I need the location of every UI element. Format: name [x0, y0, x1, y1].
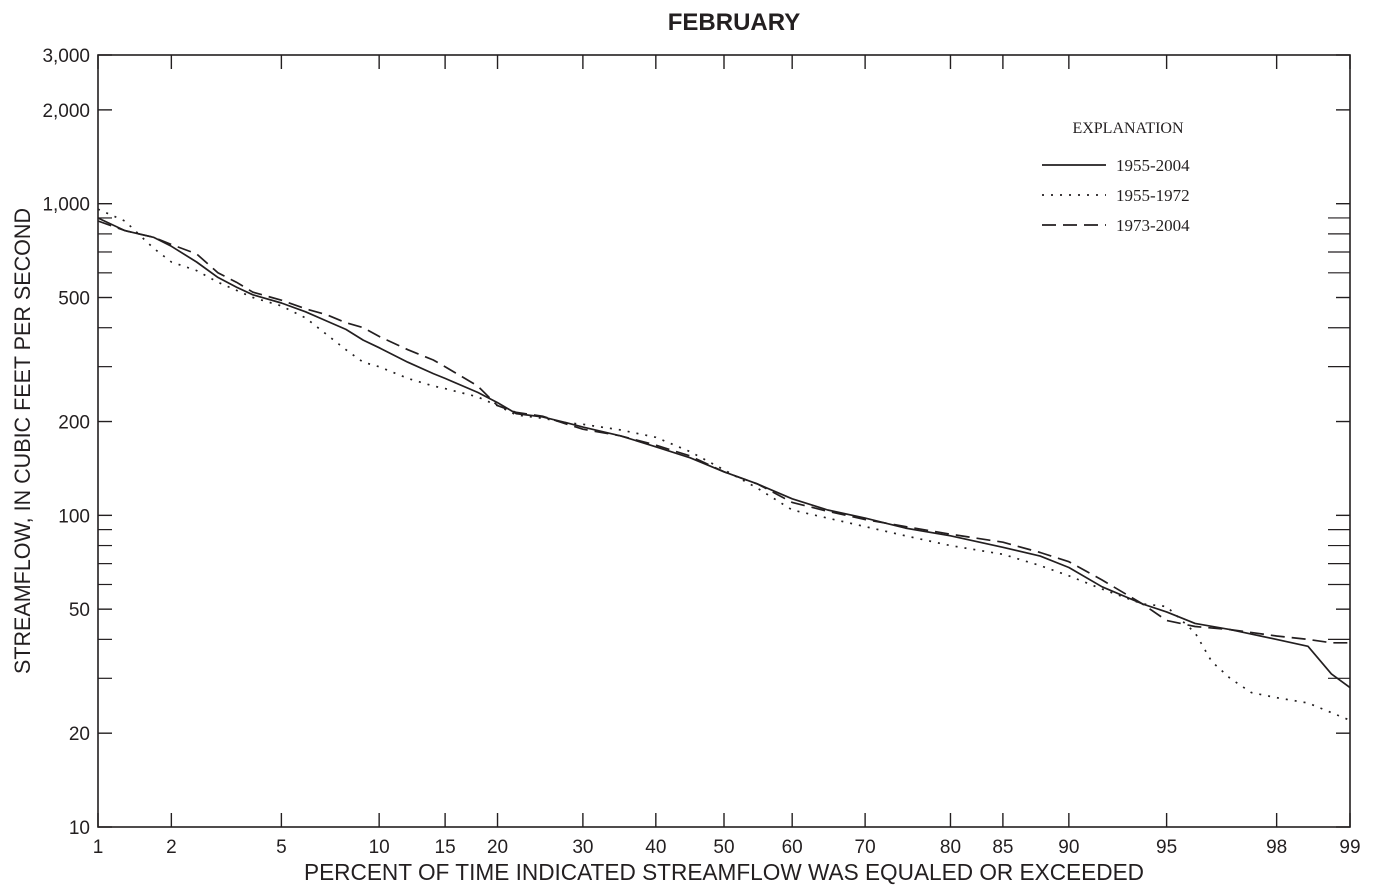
x-tick-label: 85: [992, 837, 1013, 858]
axis-ticks: [97, 54, 1351, 828]
x-tick-label: 15: [435, 837, 456, 858]
y-tick-labels: 10 20 50 100 200 500 1,000 2,000 3,000: [42, 46, 90, 839]
x-tick-label: 70: [855, 837, 876, 858]
series-line-1955-2004: [97, 217, 1351, 689]
x-tick-label: 2: [166, 837, 177, 858]
y-tick-label: 20: [69, 724, 90, 745]
y-tick-label: 100: [58, 506, 90, 527]
legend-title: EXPLANATION: [1072, 120, 1184, 137]
series-line-1973-2004: [97, 220, 1350, 644]
y-tick-label: 50: [69, 600, 90, 621]
series-line-1955-1972: [97, 208, 1351, 722]
x-tick-labels: 1 2 5 10 15 20 30 40 50 60 70 80 85 90 95 98 99: [93, 837, 1361, 858]
x-tick-label: 10: [369, 837, 390, 858]
y-tick-label: 1,000: [42, 195, 90, 216]
y-tick-label: 2,000: [42, 101, 90, 122]
y-tick-label: 200: [58, 413, 90, 434]
x-tick-label: 60: [782, 837, 803, 858]
x-tick-label: 98: [1266, 837, 1287, 858]
x-tick-label: 80: [940, 837, 961, 858]
legend: EXPLANATION 1955-2004 1955-1972 1973-2004: [1042, 120, 1190, 235]
legend-label: 1973-2004: [1116, 216, 1190, 235]
x-tick-label: 95: [1156, 837, 1177, 858]
data-series: [97, 208, 1351, 722]
x-tick-label: 50: [713, 837, 734, 858]
legend-label: 1955-2004: [1116, 156, 1190, 175]
x-tick-label: 5: [276, 837, 287, 858]
x-tick-label: 90: [1058, 837, 1079, 858]
x-tick-label: 1: [93, 837, 104, 858]
x-tick-label: 30: [572, 837, 593, 858]
chart-title: FEBRUARY: [668, 9, 800, 36]
x-tick-label: 40: [645, 837, 666, 858]
y-tick-label: 3,000: [42, 46, 90, 67]
x-tick-label: 20: [487, 837, 508, 858]
x-axis-label: PERCENT OF TIME INDICATED STREAMFLOW WAS…: [304, 859, 1144, 885]
y-tick-label: 10: [69, 818, 90, 839]
legend-label: 1955-1972: [1116, 186, 1190, 205]
legend-entries: 1955-2004 1955-1972 1973-2004: [1042, 156, 1190, 235]
y-tick-label: 500: [58, 289, 90, 310]
y-axis-label: STREAMFLOW, IN CUBIC FEET PER SECOND: [10, 208, 35, 674]
x-tick-label: 99: [1339, 837, 1360, 858]
